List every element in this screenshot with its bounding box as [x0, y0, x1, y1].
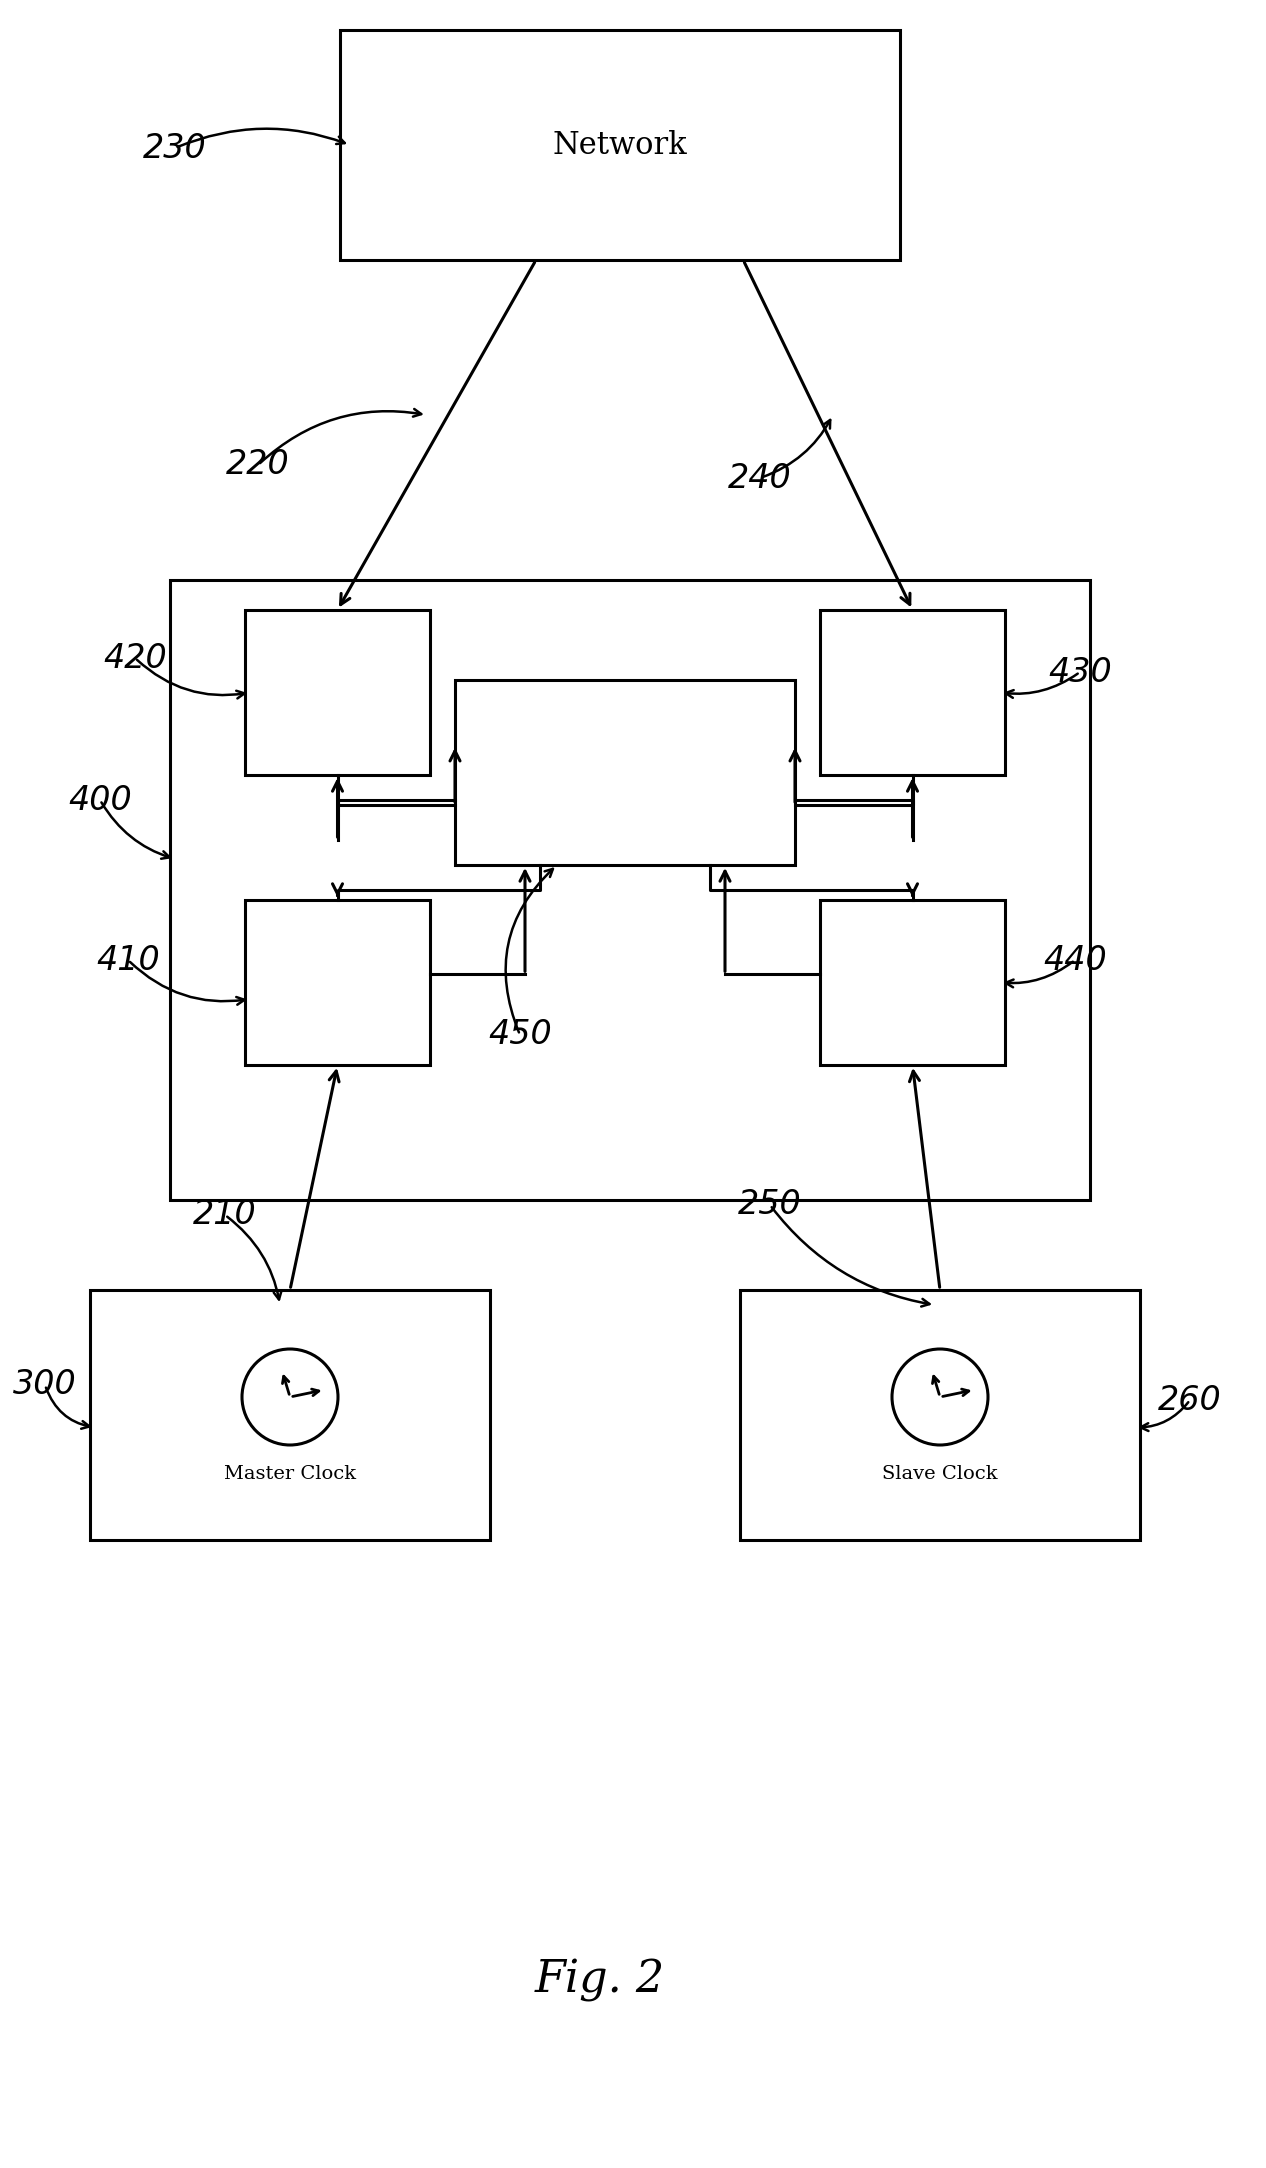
Bar	[741, 1290, 1139, 1539]
Text: 440: 440	[1043, 943, 1106, 976]
Text: 450: 450	[489, 1019, 552, 1051]
Bar	[246, 900, 430, 1064]
Bar	[90, 1290, 490, 1539]
Text: 250: 250	[738, 1188, 801, 1221]
Text: 400: 400	[68, 783, 132, 817]
Bar	[820, 900, 1005, 1064]
Text: 230: 230	[143, 132, 206, 165]
Text: 210: 210	[194, 1199, 257, 1231]
Bar	[246, 609, 430, 774]
Bar	[820, 609, 1005, 774]
Text: 430: 430	[1048, 655, 1112, 689]
Text: Fig. 2: Fig. 2	[534, 1958, 665, 2001]
Text: 300: 300	[13, 1368, 77, 1401]
Bar	[170, 581, 1090, 1201]
Text: 410: 410	[96, 943, 160, 976]
Text: Slave Clock: Slave Clock	[882, 1466, 998, 1483]
Bar	[454, 681, 795, 865]
Text: Network: Network	[553, 130, 687, 160]
Text: 260: 260	[1158, 1383, 1222, 1416]
Text: Master Clock: Master Clock	[224, 1466, 356, 1483]
Text: 420: 420	[103, 642, 167, 674]
Bar	[341, 30, 900, 260]
Text: 240: 240	[728, 462, 791, 494]
Text: 220: 220	[227, 449, 290, 481]
